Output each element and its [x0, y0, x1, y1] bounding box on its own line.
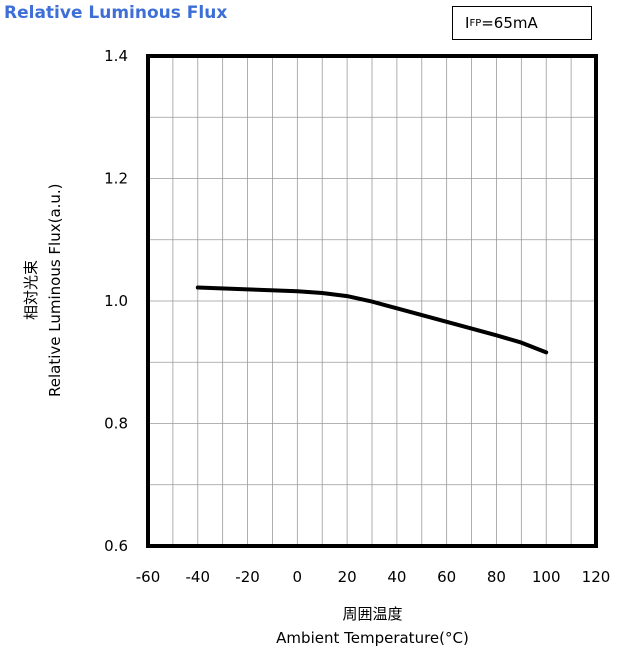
- x-tick-label: 20: [338, 568, 357, 586]
- x-tick-label: 80: [487, 568, 506, 586]
- plot-frame: [146, 54, 598, 548]
- x-tick-label: -20: [235, 568, 260, 586]
- x-axis-label: Ambient Temperature(°C): [276, 629, 469, 647]
- y-tick-label: 0.8: [104, 415, 128, 433]
- y-tick-label: 1.0: [104, 292, 128, 310]
- series-layer: [195, 285, 549, 355]
- x-tick-label: 60: [437, 568, 456, 586]
- x-tick-label: 120: [582, 568, 611, 586]
- y-tick-label: 1.4: [104, 47, 128, 65]
- y-tick-labels: 0.6 0.8 1.0 1.2 1.4: [104, 47, 128, 555]
- condition-box: I FP =65mA: [452, 6, 592, 40]
- x-tick-label: 40: [387, 568, 406, 586]
- x-axis-label-jp: 周囲温度: [342, 605, 403, 623]
- y-tick-label: 1.2: [104, 170, 128, 188]
- x-tick-label: -40: [186, 568, 211, 586]
- series-line: [195, 285, 549, 355]
- condition-subscript: FP: [469, 17, 482, 29]
- x-tick-label: 0: [293, 568, 303, 586]
- x-tick-label: 100: [532, 568, 561, 586]
- y-axis-label-jp: 相対光束: [21, 259, 40, 320]
- x-tick-labels: -60 -40 -20 0 20 40 60 80 100 120: [136, 568, 611, 586]
- x-tick-label: -60: [136, 568, 161, 586]
- condition-symbol: I: [465, 14, 470, 32]
- y-tick-label: 0.6: [104, 537, 128, 555]
- y-axis-label: Relative Luminous Flux(a.u.): [46, 183, 64, 397]
- condition-value: =65mA: [481, 14, 538, 32]
- chart-title: Relative Luminous Flux: [4, 3, 228, 23]
